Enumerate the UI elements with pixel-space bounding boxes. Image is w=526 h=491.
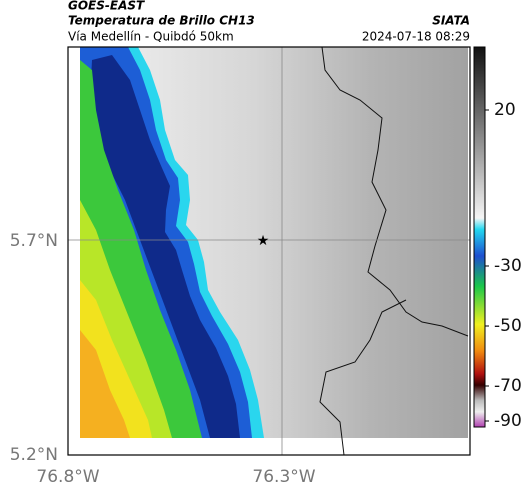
datetime: 2024-07-18 08:29 <box>362 30 470 44</box>
lon-label: 76.8°W <box>36 467 99 487</box>
lat-label: 5.7°N <box>10 231 58 251</box>
axis-labels: 5.7°N 5.2°N 76.8°W 76.3°W <box>10 231 316 487</box>
border <box>319 299 407 456</box>
title: Temperatura de Brillo CH13 <box>68 14 255 28</box>
subtitle: Vía Medellín - Quibdó 50km <box>68 30 234 44</box>
cloud-navy <box>90 55 240 438</box>
agency: SIATA <box>432 14 470 28</box>
colorbar-scale <box>473 46 486 428</box>
cloud-orange <box>80 330 130 438</box>
colorbar-label: -50 <box>494 316 522 336</box>
border <box>321 46 469 337</box>
lat-label: 5.2°N <box>10 445 58 465</box>
colorbar-label: -90 <box>494 411 522 431</box>
header: GOES-EAST Temperatura de Brillo CH13 Vía… <box>68 0 470 44</box>
colorbar-label: -70 <box>494 376 522 396</box>
map: ★ <box>67 46 471 456</box>
colorbar-label: -30 <box>494 256 522 276</box>
map-frame <box>67 46 471 456</box>
source: GOES-EAST <box>68 0 145 13</box>
colorbar-label: 20 <box>494 100 516 120</box>
lon-label: 76.3°W <box>252 467 315 487</box>
colorbar: 20 -30 -50 -70 -90 <box>473 46 522 431</box>
location-star: ★ <box>257 233 270 249</box>
